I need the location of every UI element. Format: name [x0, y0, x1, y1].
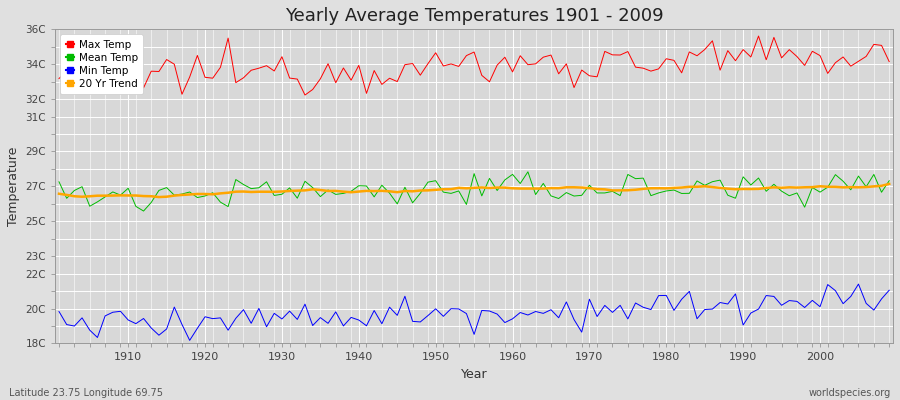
- Title: Yearly Average Temperatures 1901 - 2009: Yearly Average Temperatures 1901 - 2009: [284, 7, 663, 25]
- Text: worldspecies.org: worldspecies.org: [809, 388, 891, 398]
- Y-axis label: Temperature: Temperature: [7, 147, 20, 226]
- Text: Latitude 23.75 Longitude 69.75: Latitude 23.75 Longitude 69.75: [9, 388, 163, 398]
- Legend: Max Temp, Mean Temp, Min Temp, 20 Yr Trend: Max Temp, Mean Temp, Min Temp, 20 Yr Tre…: [60, 34, 143, 94]
- X-axis label: Year: Year: [461, 368, 488, 381]
